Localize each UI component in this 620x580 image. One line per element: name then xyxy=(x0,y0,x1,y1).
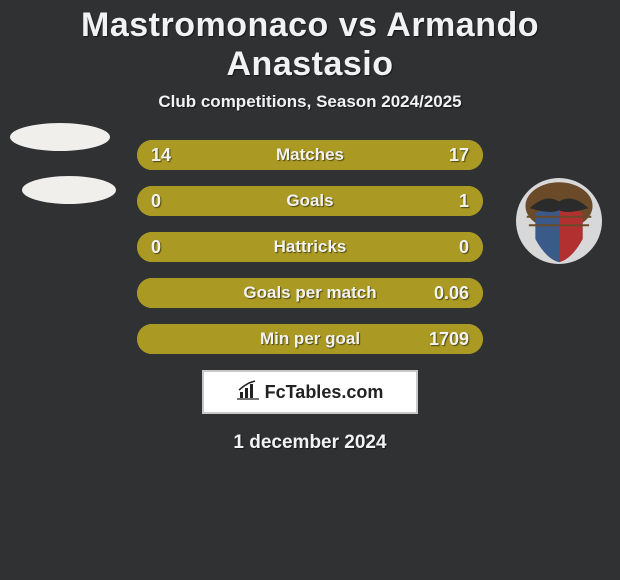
page-title: Mastromonaco vs Armando Anastasio xyxy=(0,0,620,84)
stat-metric-label: Hattricks xyxy=(137,237,483,257)
stat-value-right: 17 xyxy=(449,145,469,166)
stat-row: 14Matches17 xyxy=(137,140,483,170)
stat-metric-label: Matches xyxy=(137,145,483,165)
stat-row: 0Goals1 xyxy=(137,186,483,216)
stat-metric-label: Goals per match xyxy=(137,283,483,303)
stat-value-right: 0 xyxy=(459,237,469,258)
stat-row: Min per goal1709 xyxy=(137,324,483,354)
stat-metric-label: Goals xyxy=(137,191,483,211)
fctables-label: FcTables.com xyxy=(265,382,384,403)
fctables-watermark: FcTables.com xyxy=(202,370,418,414)
chart-icon xyxy=(237,380,259,405)
stat-value-right: 1709 xyxy=(429,329,469,350)
player-badge-left-2 xyxy=(22,176,116,204)
club-crest-right xyxy=(516,178,602,264)
snapshot-date: 1 december 2024 xyxy=(0,432,620,454)
stat-row: Goals per match0.06 xyxy=(137,278,483,308)
player-badge-left-1 xyxy=(10,123,110,151)
stat-row: 0Hattricks0 xyxy=(137,232,483,262)
subtitle: Club competitions, Season 2024/2025 xyxy=(0,92,620,112)
comparison-widget: Mastromonaco vs Armando Anastasio Club c… xyxy=(0,0,620,580)
stat-value-right: 1 xyxy=(459,191,469,212)
stat-value-right: 0.06 xyxy=(434,283,469,304)
